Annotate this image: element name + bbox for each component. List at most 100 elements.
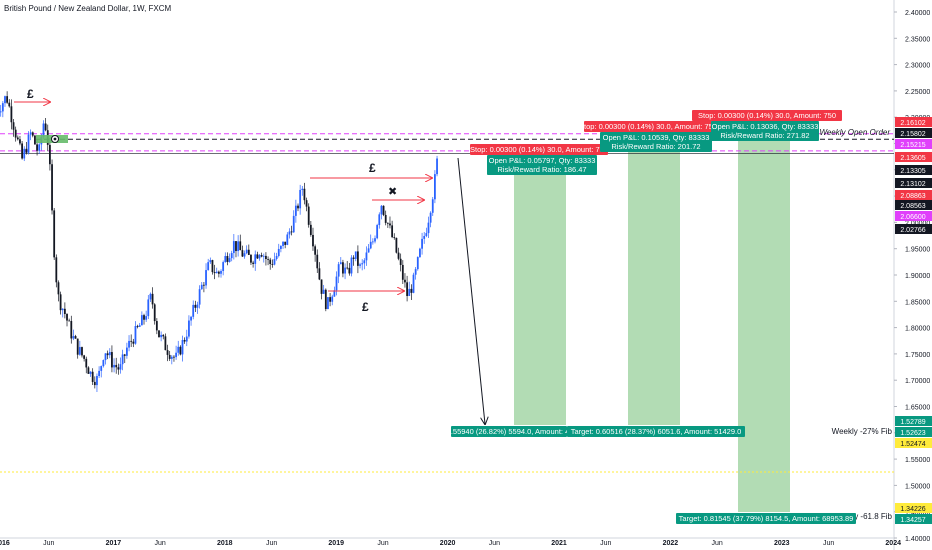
price-axis-label: 2.15802 — [895, 128, 932, 138]
price-axis-label: 2.13605 — [895, 152, 932, 162]
price-axis-label-text: 2.08863 — [900, 193, 925, 200]
price-tick-label: 1.50000 — [905, 483, 930, 490]
position-3-pnl-box-bg[interactable] — [711, 121, 819, 141]
candle-body — [209, 260, 212, 263]
time-tick-label: Jun — [600, 540, 611, 547]
candle-body — [121, 354, 124, 365]
position-2-pnl-box-bg[interactable] — [600, 132, 712, 152]
candle-body — [19, 139, 21, 144]
position-3-pnl: Open P&L: 0.13036, Qty: 83333 — [712, 122, 819, 131]
candle-body — [391, 225, 394, 238]
price-tick-label: 1.85000 — [905, 299, 930, 306]
price-axis[interactable]: 2.400002.350002.300002.250002.200002.150… — [894, 10, 930, 550]
candle-body — [241, 250, 244, 257]
price-axis-label-bg — [895, 224, 932, 234]
candle-body — [361, 263, 364, 265]
price-axis-label-text: 2.15215 — [900, 142, 925, 149]
candle-body — [350, 257, 353, 274]
price-tick-label: 1.95000 — [905, 247, 930, 254]
candle-body — [378, 214, 381, 226]
candle-body — [371, 241, 374, 243]
candle-body — [280, 245, 282, 249]
candle-body — [271, 263, 274, 265]
candle-body — [335, 276, 338, 291]
candle-body — [196, 304, 199, 308]
price-axis-label-bg — [895, 152, 932, 162]
candles[interactable] — [0, 91, 438, 392]
price-axis-label-text: 2.06600 — [900, 214, 925, 221]
candle-body — [49, 144, 51, 165]
position-3-stop: Stop: 0.00300 (0.14%) 30.0, Amount: 750 — [698, 111, 836, 120]
candle-body — [38, 144, 41, 151]
candle-body — [395, 237, 398, 253]
candle-body — [59, 294, 62, 311]
candle-body — [393, 237, 396, 238]
candle-body — [412, 274, 415, 293]
candle-body — [160, 334, 163, 338]
price-tick-label: 1.45000 — [905, 510, 930, 517]
candle-body — [188, 320, 190, 337]
candle-body — [57, 282, 60, 295]
candle-body — [74, 336, 77, 339]
candle-body — [250, 254, 252, 263]
candle-body — [260, 255, 263, 257]
candle-body — [425, 233, 428, 236]
candle-body — [429, 212, 432, 223]
position-2-stop-bg[interactable] — [584, 121, 712, 132]
candle-body — [98, 370, 100, 377]
candle-body — [228, 258, 231, 262]
candle-body — [410, 288, 413, 293]
time-tick-label: Jun — [489, 540, 500, 547]
time-tick-label: 2020 — [440, 540, 456, 547]
candle-body — [78, 347, 81, 355]
pound-symbol: £ — [369, 161, 376, 175]
candle-body — [117, 367, 120, 370]
target-zone — [628, 147, 680, 425]
candle-body — [205, 270, 207, 286]
candle-body — [162, 334, 165, 337]
candle-body — [130, 340, 133, 342]
position-2-target-bg[interactable] — [567, 426, 745, 437]
candle-body — [175, 352, 177, 358]
position-3-stop-bg[interactable] — [692, 110, 842, 121]
candle-body — [288, 231, 291, 235]
price-tick-label: 1.65000 — [905, 405, 930, 412]
candle-body — [408, 288, 411, 296]
candle-body — [269, 259, 272, 264]
position-1-pnl-box-bg[interactable] — [487, 155, 597, 175]
pound-symbol: £ — [27, 87, 34, 101]
candle-body — [166, 350, 169, 355]
candle-body — [207, 262, 210, 271]
candle-body — [352, 257, 355, 259]
position-3-target-bg[interactable] — [676, 513, 856, 524]
candle-body — [401, 264, 404, 280]
time-axis[interactable]: 2016 Jun 2017 Jun 2018 Jun 2019 Jun 2020 Jun 2021 J… — [0, 540, 901, 547]
candle-body — [128, 340, 130, 348]
candle-body — [4, 96, 6, 104]
time-tick-label: 2019 — [328, 540, 344, 547]
candle-body — [357, 251, 359, 266]
time-tick-label: Jun — [377, 540, 388, 547]
price-axis-label-text: 1.52789 — [900, 419, 925, 426]
time-tick-label: Jun — [823, 540, 834, 547]
candle-body — [111, 352, 113, 368]
price-axis-label-bg — [895, 438, 932, 448]
candle-body — [51, 164, 53, 211]
candle-body — [354, 251, 357, 259]
chart-title: British Pound / New Zealand Dollar, 1W, … — [4, 4, 172, 13]
candle-body — [153, 304, 156, 322]
price-axis-label-bg — [895, 416, 932, 426]
candle-body — [294, 205, 297, 216]
candle-body — [363, 260, 366, 264]
candle-body — [258, 255, 261, 259]
position-1-stop-bg[interactable] — [470, 144, 608, 155]
price-axis-label-bg — [895, 117, 932, 127]
candle-body — [87, 367, 90, 374]
price-axis-label-bg — [895, 178, 932, 188]
candle-body — [265, 255, 267, 259]
time-tick-label: 2023 — [774, 540, 790, 547]
position-1-target-bg[interactable] — [451, 426, 567, 437]
candle-body — [136, 326, 139, 327]
candle-body — [431, 199, 434, 213]
